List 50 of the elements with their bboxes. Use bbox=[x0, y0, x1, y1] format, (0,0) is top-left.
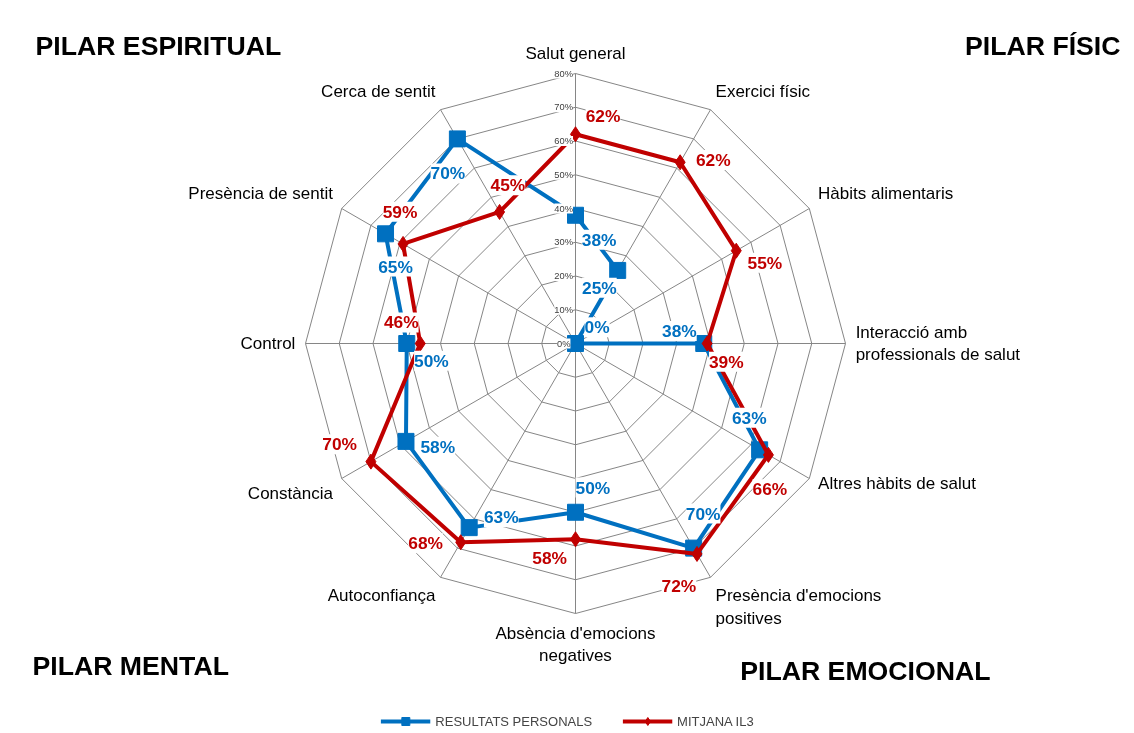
data-label: 55% bbox=[747, 252, 783, 273]
data-label: 72% bbox=[661, 575, 697, 596]
y-tick-label: 40% bbox=[554, 203, 574, 214]
y-tick-label: 80% bbox=[554, 68, 574, 79]
spoke-label: Constància bbox=[247, 483, 334, 503]
legend-label: MITJANA IL3 bbox=[677, 713, 754, 729]
spoke-label: Salut general bbox=[525, 44, 626, 64]
data-label: 70% bbox=[322, 434, 357, 455]
data-label: 58% bbox=[420, 436, 456, 457]
data-label: 62% bbox=[585, 105, 621, 126]
text: PILAR ESPIRITUAL bbox=[35, 30, 282, 61]
y-tick-label: 60% bbox=[554, 136, 574, 146]
text: PILAR MENTAL bbox=[32, 650, 229, 681]
spoke-label: Control bbox=[240, 334, 296, 353]
text: PILAR EMOCIONAL bbox=[740, 655, 991, 686]
data-label: 45% bbox=[490, 175, 526, 196]
data-label: 68% bbox=[408, 533, 443, 554]
data-label: 50% bbox=[575, 477, 611, 498]
data-label: 39% bbox=[708, 351, 744, 372]
data-label: 38% bbox=[581, 229, 617, 250]
data-label: 66% bbox=[752, 479, 788, 500]
spoke-label: Exercici físic bbox=[715, 81, 811, 101]
spoke-label: Presència de sentit bbox=[188, 184, 334, 204]
y-tick-label: 10% bbox=[554, 304, 574, 315]
data-label: 46% bbox=[383, 312, 419, 333]
y-tick-label: 50% bbox=[554, 169, 574, 180]
y-tick-label: 20% bbox=[554, 271, 574, 281]
data-label: 70% bbox=[430, 163, 466, 184]
data-label: 63% bbox=[483, 507, 519, 528]
spoke-label: Presència d'emocions positives bbox=[715, 586, 882, 628]
data-label: 0% bbox=[584, 317, 610, 338]
data-label: 65% bbox=[378, 256, 413, 277]
y-tick-label: 30% bbox=[554, 237, 574, 248]
data-label: 63% bbox=[731, 407, 767, 428]
text: PILAR FÍSIC bbox=[965, 30, 1121, 61]
data-label: 70% bbox=[685, 503, 721, 524]
spoke-label: Absència d'emocions negatives bbox=[495, 623, 656, 666]
spoke-label: Hàbits alimentaris bbox=[818, 184, 954, 204]
legend-label: RESULTATS PERSONALS bbox=[435, 713, 593, 729]
spoke-label: Cerca de sentit bbox=[321, 81, 436, 101]
data-label: 62% bbox=[695, 149, 731, 170]
data-label: 50% bbox=[414, 350, 449, 371]
y-tick-label: 70% bbox=[554, 102, 574, 113]
data-label: 38% bbox=[662, 320, 697, 341]
spoke-label: Interacció amb professionals de salut bbox=[855, 322, 1021, 365]
spoke-label: Altres hàbits de salut bbox=[818, 474, 977, 494]
data-label: 25% bbox=[582, 277, 617, 298]
data-label: 59% bbox=[382, 201, 418, 222]
spoke-label: Autoconfiança bbox=[327, 586, 436, 606]
data-label: 58% bbox=[532, 547, 567, 568]
